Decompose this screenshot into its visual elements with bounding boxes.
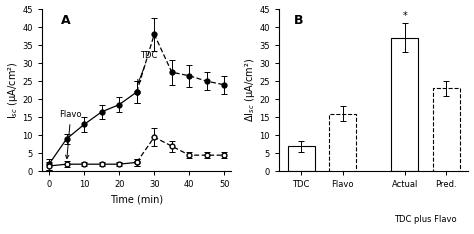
Text: TDC plus Flavo: TDC plus Flavo bbox=[394, 215, 457, 224]
Y-axis label: I$_{sc}$ (μA/cm²): I$_{sc}$ (μA/cm²) bbox=[6, 62, 19, 119]
Bar bbox=[288, 146, 315, 171]
X-axis label: Time (min): Time (min) bbox=[110, 195, 163, 205]
Text: *: * bbox=[402, 11, 407, 21]
Text: TDC: TDC bbox=[138, 51, 157, 83]
Bar bbox=[433, 88, 460, 171]
Bar bbox=[329, 114, 356, 171]
Text: B: B bbox=[294, 14, 304, 27]
Bar bbox=[392, 38, 419, 171]
Bar bbox=[329, 114, 356, 171]
Text: A: A bbox=[61, 14, 71, 27]
Text: Flavo: Flavo bbox=[60, 110, 82, 158]
Bar bbox=[433, 88, 460, 171]
Y-axis label: ΔI$_{sc}$ (μA/cm²): ΔI$_{sc}$ (μA/cm²) bbox=[243, 58, 256, 122]
